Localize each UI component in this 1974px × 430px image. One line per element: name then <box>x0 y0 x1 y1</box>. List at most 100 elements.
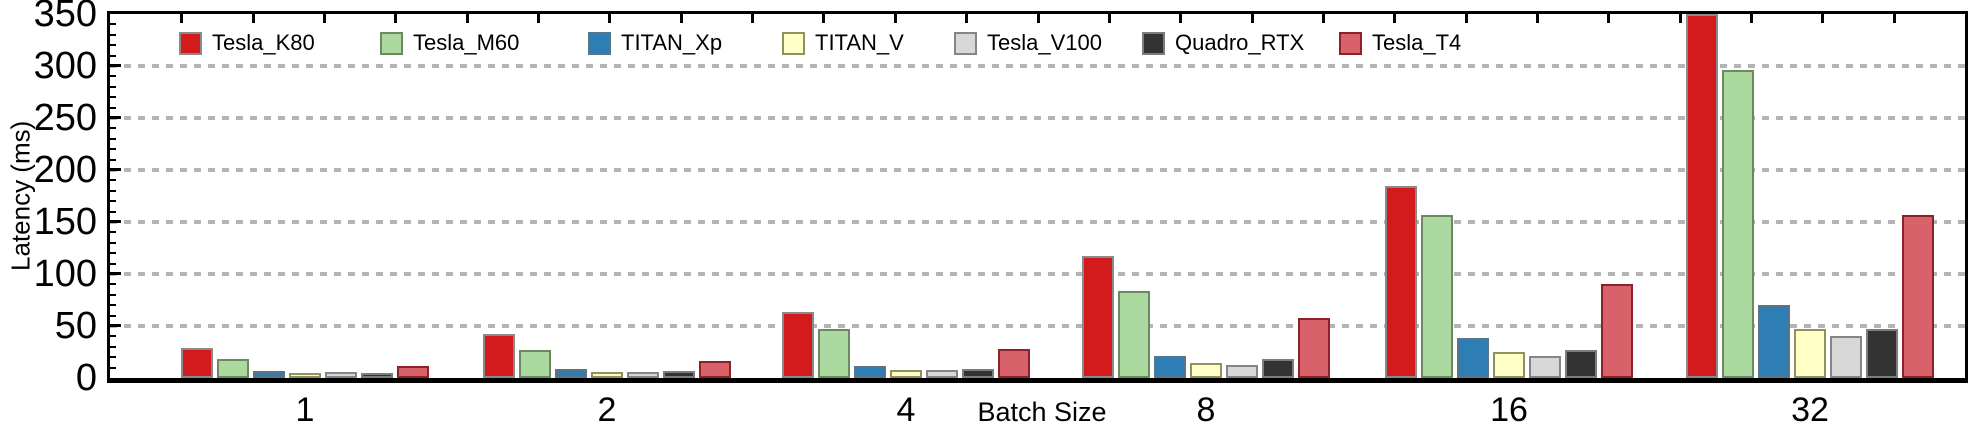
top-tick <box>1678 14 1682 23</box>
bar-Quadro_RTX-batch-2 <box>663 371 695 378</box>
top-tick <box>822 14 826 23</box>
y-minor-tick-90 <box>110 283 116 286</box>
bar-group-batch-4 <box>782 14 1030 378</box>
y-minor-tick-20 <box>110 356 116 359</box>
y-tick-label-50: 50 <box>54 305 97 347</box>
x-tick-label-1: 1 <box>295 391 315 429</box>
top-tick <box>323 14 327 23</box>
bar-Tesla_V100-batch-1 <box>325 372 357 378</box>
y-minor-tick-240 <box>110 127 116 130</box>
y-major-tick-300 <box>110 64 121 67</box>
y-minor-tick-120 <box>110 252 116 255</box>
bar-TITAN_V-batch-8 <box>1190 363 1222 378</box>
bar-Tesla_V100-batch-32 <box>1830 336 1862 378</box>
y-minor-tick-70 <box>110 304 116 307</box>
y-tick-label-0: 0 <box>75 357 97 399</box>
bar-Tesla_T4-batch-4 <box>998 348 1030 378</box>
y-major-tick-250 <box>110 116 121 119</box>
y-tick-label-350: 350 <box>33 0 97 35</box>
bar-Tesla_M60-batch-32 <box>1722 70 1754 378</box>
y-minor-tick-290 <box>110 75 116 78</box>
bar-Tesla_K80-batch-1 <box>181 347 213 378</box>
y-minor-tick-260 <box>110 106 116 109</box>
bar-Tesla_M60-batch-1 <box>217 359 249 378</box>
x-tick-label-2: 2 <box>597 391 617 429</box>
x-axis-title: Batch Size <box>977 397 1107 427</box>
bar-Tesla_V100-batch-4 <box>926 369 958 378</box>
top-tick <box>180 14 184 23</box>
y-minor-tick-220 <box>110 148 116 151</box>
bar-Tesla_V100-batch-8 <box>1226 365 1258 378</box>
y-minor-tick-140 <box>110 231 116 234</box>
y-minor-tick-160 <box>110 210 116 213</box>
top-tick <box>751 14 755 23</box>
bar-Tesla_V100-batch-2 <box>627 371 659 378</box>
top-tick <box>251 14 255 23</box>
gridline-100 <box>110 272 1965 276</box>
bar-Tesla_T4-batch-8 <box>1298 317 1330 378</box>
y-minor-tick-110 <box>110 262 116 265</box>
gridline-150 <box>110 220 1965 224</box>
bar-TITAN_V-batch-2 <box>591 371 623 378</box>
x-tick-label-16: 16 <box>1490 391 1528 429</box>
bar-Tesla_T4-batch-2 <box>699 360 731 378</box>
y-major-tick-50 <box>110 324 121 327</box>
top-tick <box>1393 14 1397 23</box>
bar-group-batch-8 <box>1082 14 1330 378</box>
bar-Tesla_K80-batch-2 <box>483 334 515 378</box>
top-tick <box>537 14 541 23</box>
top-tick <box>1607 14 1611 23</box>
top-tick <box>1321 14 1325 23</box>
gridline-200 <box>110 168 1965 172</box>
plot-area: Tesla_K80 Tesla_M60 TITAN_Xp TITAN_V Tesla_V… <box>107 11 1968 383</box>
top-tick <box>608 14 612 23</box>
bar-TITAN_Xp-batch-32 <box>1758 305 1790 378</box>
top-tick <box>1535 14 1539 23</box>
top-tick <box>394 14 398 23</box>
y-tick-label-200: 200 <box>33 149 97 191</box>
y-minor-tick-40 <box>110 335 116 338</box>
bar-Tesla_T4-batch-1 <box>397 365 429 378</box>
bar-Tesla_T4-batch-32 <box>1902 214 1934 378</box>
y-minor-tick-210 <box>110 158 116 161</box>
y-tick-label-100: 100 <box>33 253 97 295</box>
y-tick-label-250: 250 <box>33 97 97 139</box>
y-tick-label-150: 150 <box>33 201 97 243</box>
y-minor-tick-320 <box>110 44 116 47</box>
y-minor-tick-280 <box>110 85 116 88</box>
gridline-50 <box>110 324 1965 328</box>
bar-TITAN_Xp-batch-2 <box>555 368 587 378</box>
top-tick <box>465 14 469 23</box>
y-minor-tick-230 <box>110 137 116 140</box>
bar-TITAN_Xp-batch-16 <box>1457 338 1489 378</box>
bar-Tesla_V100-batch-16 <box>1529 356 1561 378</box>
bar-Tesla_K80-batch-8 <box>1082 256 1114 378</box>
bar-TITAN_V-batch-4 <box>890 369 922 378</box>
y-minor-tick-270 <box>110 96 116 99</box>
top-tick <box>1749 14 1753 23</box>
bar-Tesla_M60-batch-16 <box>1421 214 1453 378</box>
bar-Tesla_M60-batch-8 <box>1118 290 1150 378</box>
top-tick <box>1464 14 1468 23</box>
bar-Quadro_RTX-batch-4 <box>962 369 994 378</box>
top-tick <box>1892 14 1896 23</box>
top-tick <box>1821 14 1825 23</box>
gridline-250 <box>110 116 1965 120</box>
bar-Tesla_K80-batch-32 <box>1686 14 1718 378</box>
bar-Tesla_K80-batch-16 <box>1385 185 1417 378</box>
bar-Quadro_RTX-batch-1 <box>361 373 393 378</box>
bar-TITAN_V-batch-32 <box>1794 329 1826 378</box>
y-minor-tick-60 <box>110 314 116 317</box>
top-tick <box>1179 14 1183 23</box>
x-tick-label-4: 4 <box>896 391 916 429</box>
top-tick <box>965 14 969 23</box>
y-major-tick-100 <box>110 272 121 275</box>
bar-TITAN_Xp-batch-4 <box>854 365 886 378</box>
x-tick-label-32: 32 <box>1791 391 1829 429</box>
legend-swatch-Tesla_T4 <box>1339 31 1362 55</box>
y-minor-tick-80 <box>110 293 116 296</box>
y-minor-tick-10 <box>110 366 116 369</box>
y-major-tick-150 <box>110 220 121 223</box>
y-minor-tick-190 <box>110 179 116 182</box>
